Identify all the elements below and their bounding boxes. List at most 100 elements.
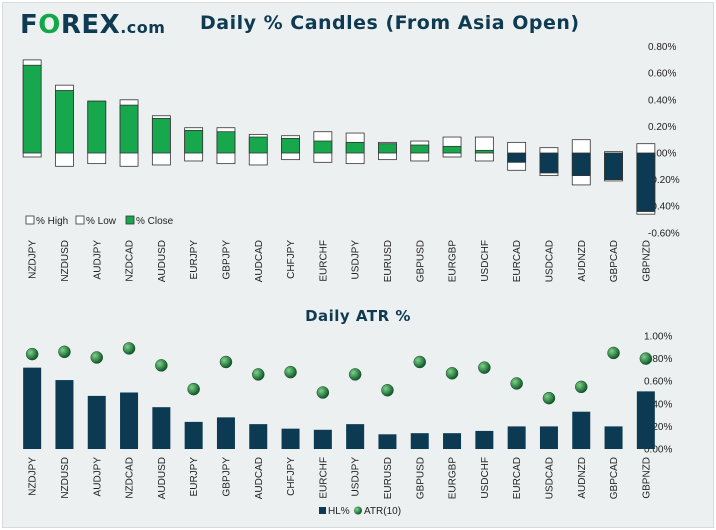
legend-label: ATR(10) (364, 506, 401, 517)
candle-close-usdcad (539, 152, 559, 174)
hl-bar-gbpcad (604, 426, 623, 449)
atr-marker-audusd (155, 359, 168, 372)
y-tick-label: 0.00% (648, 149, 676, 160)
candle-close-eurusd (378, 143, 397, 154)
category-label: CHFJPY (286, 457, 297, 496)
y-tick-label: -0.60% (648, 228, 680, 239)
y-tick-label: 0.60% (644, 377, 672, 388)
category-label: AUDJPY (92, 457, 103, 497)
atr-marker-nzdcad (122, 342, 136, 355)
y-tick-label: 0.40% (648, 95, 676, 106)
y-tick-label: 0.00% (644, 445, 672, 456)
hl-bar-eurchf (313, 429, 332, 449)
atr-marker-gbpusd (413, 355, 426, 369)
legend-label: % Close (136, 216, 174, 227)
y-tick-label: 0.80% (644, 354, 672, 365)
atr-marker-usdchf (478, 361, 491, 374)
atr-marker-eurchf (316, 386, 330, 399)
category-label: USDCHF (480, 457, 491, 499)
category-label: CHFJPY (286, 240, 297, 279)
category-label: EURGBP (448, 240, 459, 283)
category-label: EURJPY (189, 240, 200, 280)
hl-bar-usdcad (539, 426, 558, 449)
candle-close-gbpusd (410, 144, 430, 154)
hl-bar-eurusd (378, 434, 397, 449)
legend-swatch (319, 507, 326, 514)
hl-bar-gbpusd (410, 433, 429, 449)
hl-bar-audcad (249, 424, 268, 449)
category-label: AUDCAD (254, 457, 265, 499)
category-label: USDJPY (351, 457, 362, 497)
y-tick-label: -0.40% (648, 202, 680, 213)
candle-close-audusd (151, 118, 171, 154)
category-label: NZDJPY (28, 457, 39, 496)
candles-chart-title: Daily % Candles (From Asia Open) (200, 12, 580, 34)
atr-marker-audcad (252, 368, 265, 381)
hl-bar-gbpnzd (636, 391, 655, 449)
category-label: GBPUSD (415, 240, 426, 282)
y-tick-label: 0.20% (644, 422, 672, 433)
category-label: EURCHF (318, 240, 329, 282)
candle-close-gbpnzd (636, 152, 656, 212)
category-label: AUDNZD (577, 240, 588, 282)
atr-marker-usdcad (542, 391, 556, 405)
candle-close-eurchf (313, 140, 333, 154)
category-label: AUDUSD (157, 457, 168, 499)
category-label: GBPCAD (609, 240, 620, 282)
hl-bar-chfjpy (281, 428, 300, 449)
category-label: USDCAD (544, 240, 555, 282)
category-label: AUDJPY (92, 240, 103, 280)
category-label: USDJPY (351, 240, 362, 280)
hl-bar-audusd (152, 407, 171, 449)
candle-close-audcad (248, 136, 268, 154)
candle-range-usdchf (474, 136, 494, 162)
candle-close-nzdcad (119, 104, 139, 154)
candle-close-eurcad (507, 152, 527, 163)
y-tick-label: 1.00% (644, 332, 672, 343)
hl-bar-audnzd (572, 411, 591, 449)
category-label: GBPUSD (415, 457, 426, 499)
candle-close-chfjpy (281, 137, 300, 154)
candle-close-gbpjpy (216, 131, 236, 154)
atr-marker-audjpy (90, 351, 103, 364)
category-label: NZDJPY (28, 240, 39, 279)
atr-chart-title: Daily ATR % (305, 307, 411, 325)
legend-label: HL% (328, 506, 350, 517)
category-label: NZDCAD (125, 457, 136, 499)
category-label: AUDUSD (157, 240, 168, 282)
candle-close-audnzd (571, 152, 591, 177)
category-label: GBPJPY (221, 457, 232, 497)
category-label: EURCHF (318, 457, 329, 499)
category-label: GBPNZD (641, 457, 652, 499)
category-label: EURCAD (512, 240, 523, 282)
category-label: EURUSD (383, 457, 394, 499)
hl-bar-eurcad (507, 426, 526, 449)
y-tick-label: -0.20% (648, 175, 680, 186)
category-label: NZDUSD (60, 457, 71, 499)
category-label: EURGBP (448, 457, 459, 500)
candle-close-gbpcad (604, 152, 623, 181)
category-label: GBPJPY (221, 240, 232, 280)
atr-marker-gbpcad (607, 346, 620, 360)
legend-swatch (125, 215, 135, 225)
atr-marker-gbpnzd (639, 352, 653, 365)
hl-bar-eurjpy (184, 421, 203, 449)
candle-close-usdjpy (345, 141, 365, 154)
hl-bar-audjpy (87, 395, 106, 449)
legend-swatch (25, 215, 35, 225)
hl-bar-nzdcad (120, 392, 139, 449)
hl-bar-nzdjpy (23, 367, 42, 449)
legend-label: % Low (86, 216, 117, 227)
atr-marker-audnzd (575, 380, 588, 394)
category-label: EURUSD (383, 240, 394, 282)
atr-marker-usdjpy (348, 368, 362, 381)
candle-close-audjpy (87, 100, 107, 154)
category-label: NZDUSD (60, 240, 71, 282)
legend-swatch (75, 215, 85, 225)
atr-marker-eurusd (381, 383, 394, 397)
atr-marker-gbpjpy (219, 355, 233, 369)
atr-marker-eurgbp (445, 367, 459, 380)
hl-bar-usdchf (475, 430, 494, 449)
y-tick-label: 0.40% (644, 399, 672, 410)
